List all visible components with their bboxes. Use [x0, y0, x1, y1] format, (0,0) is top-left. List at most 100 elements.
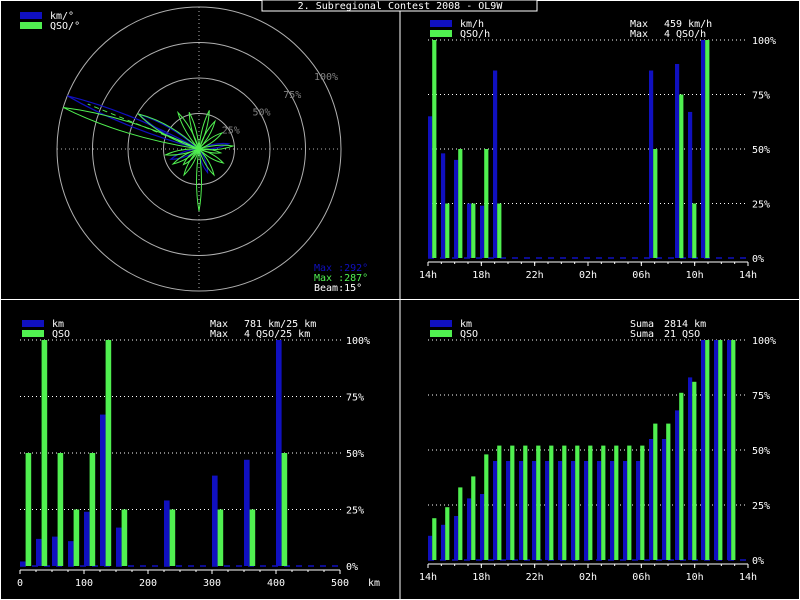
- bar-qso: [705, 40, 710, 258]
- qso-pattern-lobe: [198, 148, 223, 154]
- legend-label-2: QSO: [460, 329, 478, 340]
- qso-pattern-lobe: [198, 119, 216, 150]
- legend-label-1: km: [52, 319, 64, 330]
- qso-pattern-lobe: [183, 148, 200, 177]
- qso-pattern-lobe: [62, 106, 200, 150]
- title-box: [261, 0, 538, 12]
- bar-km: [212, 475, 218, 566]
- bar-km: [610, 461, 615, 560]
- bar-km: [649, 70, 654, 259]
- legend-label-1: km: [460, 319, 472, 330]
- bar-km: [701, 40, 706, 258]
- bar-qso: [536, 445, 541, 560]
- bar-km: [532, 461, 537, 560]
- legend-label-2: QSO/h: [460, 29, 490, 40]
- legend-swatch-1: [430, 320, 452, 327]
- stat-value: 21 QSO: [664, 329, 700, 340]
- stat-label: Max: [630, 29, 648, 40]
- stat-value: 459 km/h: [664, 19, 712, 30]
- x-tick-label: 14h: [739, 270, 757, 281]
- bar-km: [36, 538, 42, 566]
- charts-layer: 25% 50% 75% 100% km/°QSO/° Max :292°Max :287°…: [17, 6, 776, 589]
- bar-km: [688, 111, 693, 258]
- bar-qso: [679, 392, 684, 560]
- bar-km: [20, 561, 26, 566]
- bar-qso: [705, 340, 710, 560]
- bar-qso: [640, 445, 645, 560]
- x-tick-label: 400: [267, 578, 285, 589]
- x-tick-label: 0: [17, 578, 23, 589]
- qso-pattern-lobe: [197, 148, 225, 164]
- legend-swatch-2: [22, 330, 44, 337]
- x-tick-label: 22h: [526, 572, 544, 583]
- bar-qso: [458, 487, 463, 560]
- bar-qso: [249, 509, 256, 566]
- bar-qso: [471, 203, 476, 258]
- bar-qso: [105, 340, 112, 566]
- y-tick-label: 75%: [752, 91, 770, 102]
- bar-km: [519, 461, 524, 560]
- bar-km: [727, 340, 732, 560]
- bar-km: [584, 461, 589, 560]
- bar-km: [675, 63, 680, 259]
- bar-qso: [653, 423, 658, 560]
- x-tick-label: 10h: [686, 270, 704, 281]
- bar-qso: [445, 507, 450, 560]
- stat-label: Max: [210, 329, 228, 340]
- stat-value: 2814 km: [664, 319, 706, 330]
- bar-qso: [497, 445, 502, 560]
- bar-km: [493, 461, 498, 560]
- bar-km: [675, 410, 680, 560]
- bar-qso: [601, 445, 606, 560]
- bar-km: [454, 159, 459, 258]
- bar-km: [100, 414, 106, 566]
- bar-km: [68, 541, 74, 566]
- bar-qso: [89, 453, 96, 566]
- qso-pattern-lobe: [197, 131, 224, 151]
- bar-km: [276, 340, 282, 566]
- y-tick-label: 25%: [346, 506, 364, 517]
- bar-qso: [41, 340, 48, 566]
- bar-qso: [666, 423, 671, 560]
- legend-label-1: km/°: [50, 11, 74, 22]
- bar-qso: [692, 203, 697, 258]
- x-tick-label: 500: [331, 578, 349, 589]
- stat-value: 4 QSO/25 km: [244, 329, 310, 340]
- stat-label: Suma: [630, 319, 654, 330]
- legend-swatch-1: [430, 20, 452, 27]
- bar-qso: [523, 445, 528, 560]
- bar-qso: [217, 509, 224, 566]
- bar-qso: [549, 445, 554, 560]
- bar-qso: [588, 445, 593, 560]
- qso-pattern-lobe: [182, 147, 201, 166]
- readout-max-km: Max :292°: [314, 263, 368, 274]
- bar-km: [441, 524, 446, 560]
- bar-km: [84, 511, 90, 566]
- legend-swatch-1: [22, 320, 44, 327]
- stat-label: Max: [630, 19, 648, 30]
- bar-qso: [731, 340, 736, 560]
- bar-km: [506, 461, 511, 560]
- bar-qso: [73, 509, 80, 566]
- bar-km: [480, 205, 485, 258]
- y-tick-label: 75%: [346, 393, 364, 404]
- bar-qso: [458, 149, 463, 258]
- bar-qso: [718, 340, 723, 560]
- stat-value: 4 QSO/h: [664, 29, 706, 40]
- bar-km: [244, 459, 250, 566]
- bar-qso: [510, 445, 515, 560]
- x-tick-label: 06h: [632, 572, 650, 583]
- bar-qso: [169, 509, 176, 566]
- y-tick-label: 0%: [752, 556, 764, 567]
- x-tick-label: 02h: [579, 572, 597, 583]
- bar-km: [467, 203, 472, 258]
- bar-km: [454, 516, 459, 560]
- readout-max-qso: Max :287°: [314, 273, 368, 284]
- legend-swatch-2: [430, 30, 452, 37]
- bar-km: [597, 461, 602, 560]
- bar-km: [649, 439, 654, 560]
- beam-direction-line: [87, 103, 200, 150]
- y-tick-label: 50%: [752, 446, 770, 457]
- bar-qso: [692, 381, 697, 560]
